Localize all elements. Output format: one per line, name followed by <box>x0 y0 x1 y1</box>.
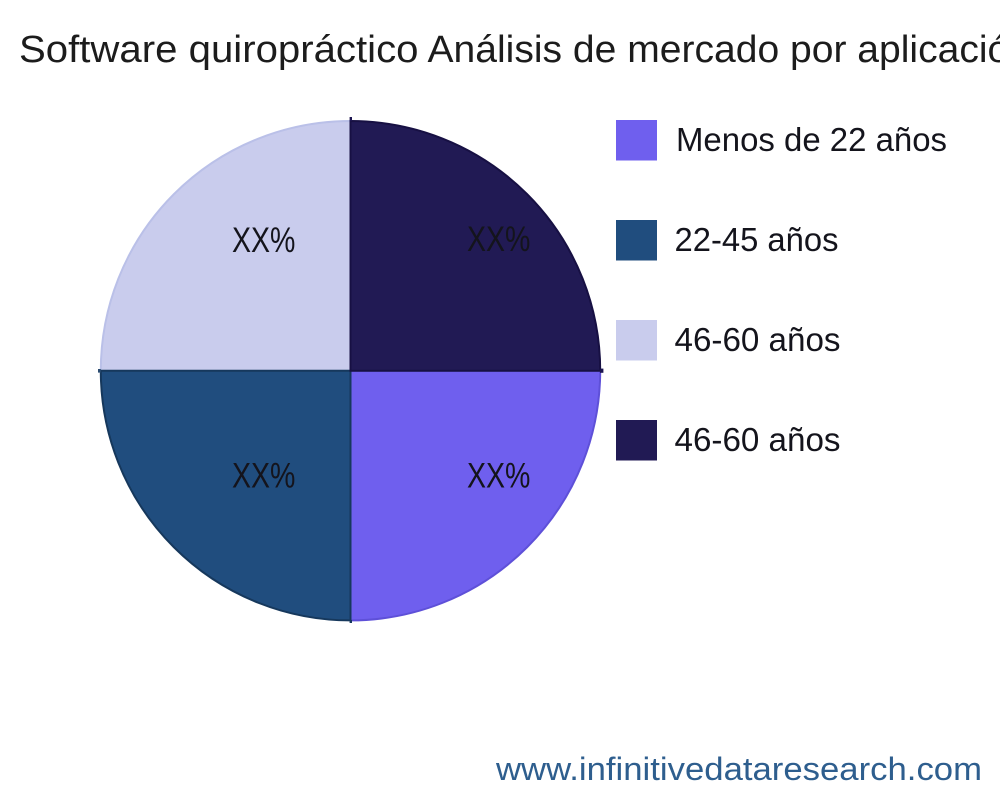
svg-text:www.infinitivedataresearch.com: www.infinitivedataresearch.com <box>495 751 982 787</box>
svg-text:XX%: XX% <box>467 220 530 259</box>
svg-text:Análisis de mercado por aplica: Análisis de mercado por aplicación <box>428 29 1000 71</box>
svg-text:XX%: XX% <box>232 221 295 260</box>
svg-text:XX%: XX% <box>232 456 295 495</box>
svg-text:Software quiropráctico: Software quiropráctico <box>19 29 419 71</box>
svg-text:XX%: XX% <box>467 457 530 496</box>
svg-text:46-60 años: 46-60 años <box>675 421 841 458</box>
svg-text:46-60 años: 46-60 años <box>675 321 841 358</box>
svg-text:Menos de 22 años: Menos de 22 años <box>676 121 947 158</box>
svg-text:22-45 años: 22-45 años <box>675 221 839 258</box>
